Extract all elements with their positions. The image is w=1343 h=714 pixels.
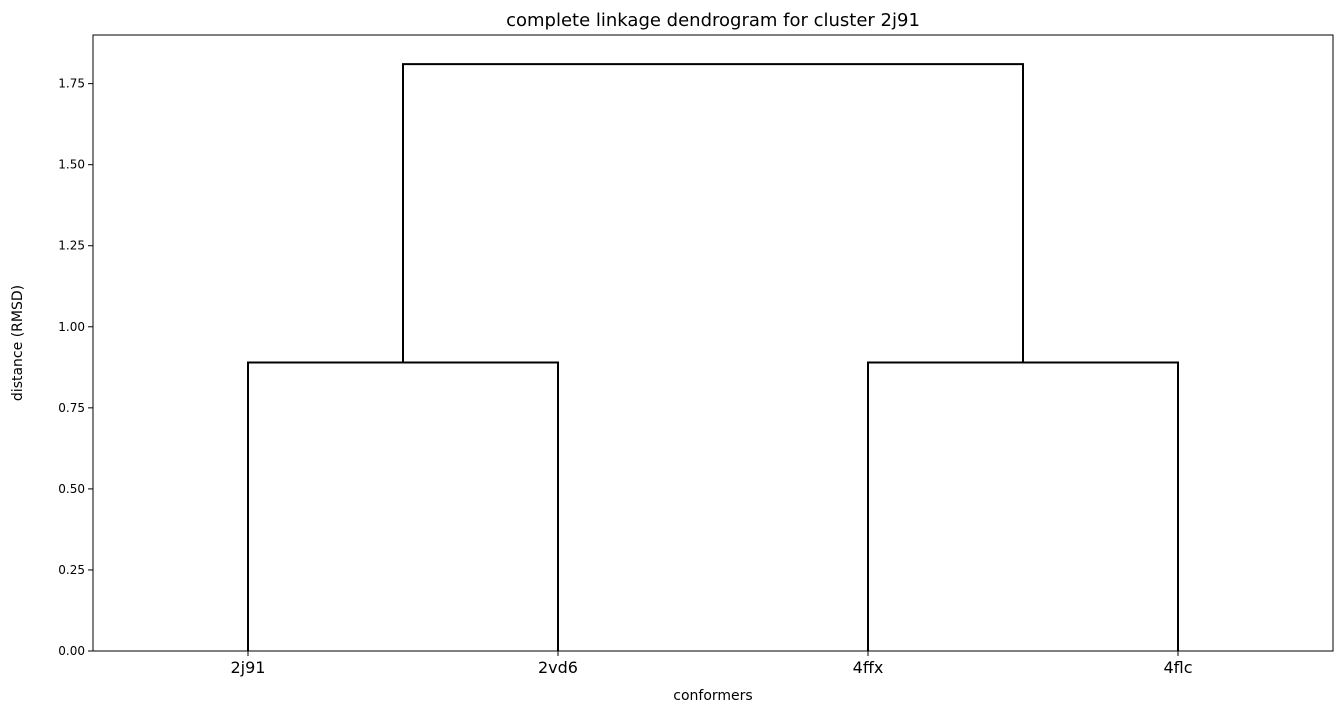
y-tick-label: 1.50: [58, 158, 85, 172]
dendrogram-link: [867, 361, 1179, 651]
dendrogram-link: [402, 63, 1024, 363]
y-axis-ticks: 0.00 0.25 0.50 0.75 1.00 1.25 1.50 1.75: [58, 77, 93, 658]
x-tick-label: 4flc: [1163, 658, 1192, 677]
x-axis-ticks: 2j91 2vd6 4ffx 4flc: [231, 651, 1193, 677]
x-tick-label: 2j91: [231, 658, 266, 677]
dendrogram-link: [247, 361, 559, 651]
y-tick-label: 0.25: [58, 563, 85, 577]
chart-title: complete linkage dendrogram for cluster …: [506, 10, 920, 31]
y-axis-label: distance (RMSD): [10, 285, 26, 401]
x-axis-label: conformers: [673, 688, 752, 704]
dendrogram-links: [247, 63, 1179, 651]
y-tick-label: 0.00: [58, 644, 85, 658]
x-tick-label: 4ffx: [853, 658, 884, 677]
y-tick-label: 0.75: [58, 401, 85, 415]
y-tick-label: 0.50: [58, 482, 85, 496]
x-tick-label: 2vd6: [538, 658, 578, 677]
plot-area: [92, 34, 1334, 652]
y-tick-label: 1.25: [58, 239, 85, 253]
y-tick-label: 1.00: [58, 320, 85, 334]
y-tick-label: 1.75: [58, 77, 85, 91]
